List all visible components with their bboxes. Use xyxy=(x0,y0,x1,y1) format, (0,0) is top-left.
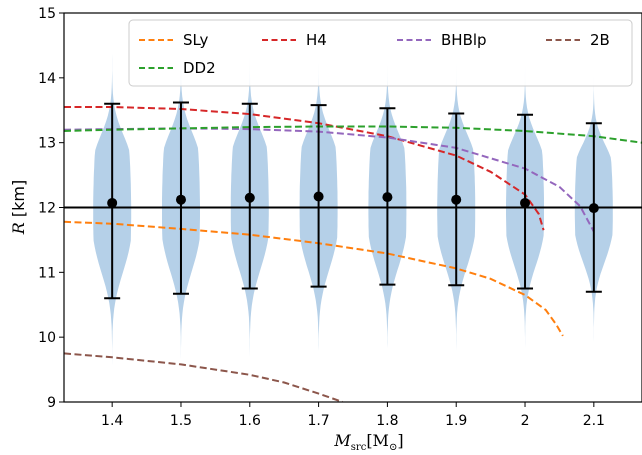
y-tick-label-2: 11 xyxy=(38,265,56,281)
eos-curve-dd2 xyxy=(64,125,642,144)
legend-entry-sly: SLy xyxy=(139,31,209,49)
x-tick-label-5: 1.9 xyxy=(445,413,467,429)
median-point-7 xyxy=(588,203,599,214)
tick-layer: 1.4 1.5 1.6 1.7 1.8 1.9 2 2.1 9 10 11 12 13 14 15 xyxy=(38,6,605,429)
y-tick-label-5: 14 xyxy=(38,71,56,87)
legend-entry-bhblp: BHBlp xyxy=(397,31,487,49)
violin-layer xyxy=(93,38,613,383)
eos-curve-2b xyxy=(64,352,344,402)
svg-text:DD2: DD2 xyxy=(183,59,216,77)
legend-entry-dd2: DD2 xyxy=(139,59,216,77)
x-tick-label-7: 2.1 xyxy=(583,413,605,429)
x-tick-label-4: 1.8 xyxy=(376,413,398,429)
median-point-5 xyxy=(451,194,462,205)
legend-entry-2b: 2B xyxy=(546,31,610,49)
median-point-6 xyxy=(520,197,531,208)
y-tick-label-4: 13 xyxy=(38,136,56,152)
eos-curve-sly xyxy=(64,220,564,337)
median-point-1 xyxy=(175,194,186,205)
x-tick-label-6: 2 xyxy=(521,413,530,429)
x-axis-label: Msrc[M⊙] xyxy=(333,431,403,453)
median-point-3 xyxy=(313,191,324,202)
median-point-4 xyxy=(382,192,393,203)
legend-entry-h4: H4 xyxy=(262,31,327,49)
x-tick-label-2: 1.6 xyxy=(239,413,261,429)
y-tick-label-0: 9 xyxy=(47,395,56,411)
svg-text:2B: 2B xyxy=(590,31,610,49)
x-tick-label-0: 1.4 xyxy=(101,413,123,429)
svg-text:SLy: SLy xyxy=(183,31,209,49)
x-tick-label-1: 1.5 xyxy=(170,413,192,429)
y-tick-label-3: 12 xyxy=(38,201,56,217)
svg-text:BHBlp: BHBlp xyxy=(441,31,487,49)
error-bar-layer xyxy=(104,101,602,300)
y-tick-label-6: 15 xyxy=(38,6,56,22)
svg-text:H4: H4 xyxy=(306,31,327,49)
x-tick-label-3: 1.7 xyxy=(307,413,329,429)
legend-box xyxy=(128,19,633,87)
eos-curve-layer xyxy=(64,106,642,402)
y-tick-label-1: 10 xyxy=(38,330,56,346)
median-point-2 xyxy=(244,192,255,203)
legend: SLy H4 BHBlp 2B DD2 xyxy=(128,19,633,87)
median-point-0 xyxy=(107,197,118,208)
y-axis-label: R [km] xyxy=(9,180,28,235)
